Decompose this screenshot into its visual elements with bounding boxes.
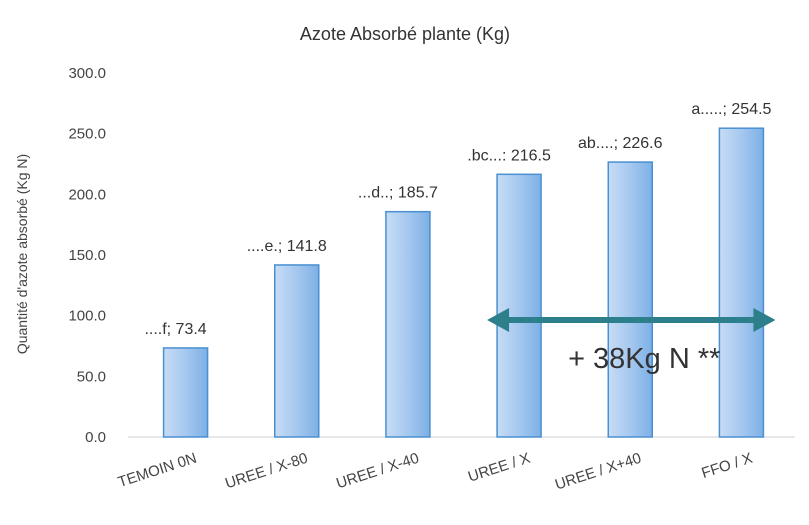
arrowhead-left	[487, 308, 510, 332]
y-tick-label: 150.0	[68, 247, 106, 264]
x-tick-label: UREE / X-80	[223, 450, 310, 493]
data-label: ab....; 226.6	[578, 135, 663, 152]
bar	[274, 264, 320, 438]
y-tick-label: 100.0	[68, 308, 106, 325]
x-tick-label: FFO / X	[699, 450, 754, 482]
bar	[718, 127, 765, 438]
bar	[385, 210, 431, 438]
data-label: ...d..; 185.7	[358, 185, 438, 202]
y-tick-label: 200.0	[68, 186, 106, 203]
y-axis-label: Quantité d'azote absorbé (Kg N)	[14, 154, 30, 354]
y-tick-label: 300.0	[68, 65, 106, 82]
x-tick-label: UREE / X	[466, 450, 532, 486]
x-tick-label: UREE / X-40	[334, 450, 421, 493]
arrowhead-right	[753, 308, 776, 332]
data-label: ....e.; 141.8	[247, 238, 327, 255]
y-tick-label: 50.0	[77, 368, 106, 385]
y-tick-label: 250.0	[68, 126, 106, 143]
bar	[496, 173, 542, 438]
x-tick-label: TEMOIN 0N	[116, 450, 199, 491]
y-tick-label: 0.0	[85, 429, 106, 446]
difference-annotation: + 38Kg N **	[568, 343, 720, 375]
x-tick-label: UREE / X+40	[553, 450, 644, 494]
bar	[607, 161, 653, 438]
data-label: a.....; 254.5	[691, 101, 771, 118]
data-label: .bc...: 216.5	[467, 147, 551, 164]
chart-title: Azote Absorbé plante (Kg)	[300, 24, 510, 44]
bar	[162, 347, 209, 438]
data-label: ....f; 73.4	[144, 321, 206, 338]
